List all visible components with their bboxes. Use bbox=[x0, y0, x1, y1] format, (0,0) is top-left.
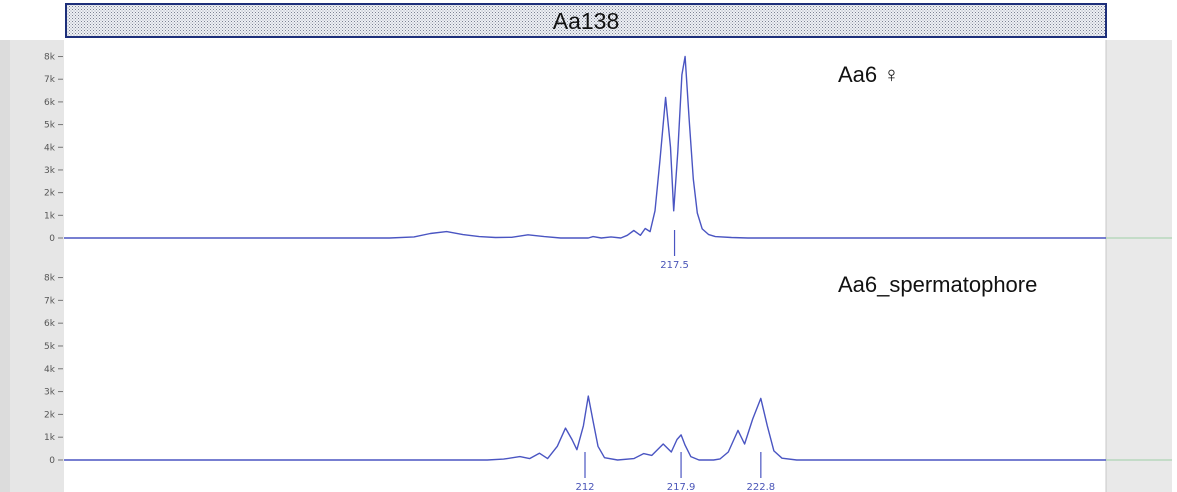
y-tick-label: 5k bbox=[44, 121, 56, 131]
panels-group: 0 1k 2k 3k 4k 5k 6k 7k 8k 217.5 Aa6 ♀ 0 1k 2k 3k 4k 5k 6k… bbox=[44, 53, 1172, 492]
panel-title: Aa6_spermatophore bbox=[838, 272, 1037, 297]
peak-label: 217.9 bbox=[667, 482, 696, 492]
y-tick-label: 5k bbox=[44, 342, 56, 352]
y-tick-label: 2k bbox=[44, 410, 56, 420]
y-tick-label: 1k bbox=[44, 433, 56, 443]
y-tick-label: 8k bbox=[44, 274, 56, 284]
y-tick-label: 4k bbox=[44, 365, 56, 375]
y-tick-label: 2k bbox=[44, 189, 56, 199]
marker-banner bbox=[65, 3, 1107, 38]
y-tick-label: 4k bbox=[44, 143, 56, 153]
y-axis-area bbox=[10, 40, 64, 492]
y-tick-label: 3k bbox=[44, 166, 56, 176]
panel-title: Aa6 ♀ bbox=[838, 62, 900, 87]
peak-label: 212 bbox=[575, 482, 594, 492]
peak-label: 217.5 bbox=[660, 260, 689, 271]
series-trace bbox=[64, 55, 1106, 239]
y-tick-label: 0 bbox=[49, 456, 55, 466]
peak-label: 222.8 bbox=[747, 482, 776, 492]
right-margin-strip bbox=[1106, 40, 1172, 492]
plot-area bbox=[64, 40, 1106, 492]
y-tick-label: 0 bbox=[49, 234, 55, 244]
y-tick-label: 6k bbox=[44, 319, 56, 329]
series-trace bbox=[64, 395, 1106, 461]
y-tick-label: 7k bbox=[44, 75, 56, 85]
y-tick-label: 1k bbox=[44, 211, 56, 221]
y-tick-label: 7k bbox=[44, 296, 56, 306]
y-tick-label: 6k bbox=[44, 98, 56, 108]
y-tick-label: 8k bbox=[44, 53, 56, 63]
marker-title: Aa138 bbox=[553, 8, 620, 34]
y-tick-label: 3k bbox=[44, 388, 56, 398]
